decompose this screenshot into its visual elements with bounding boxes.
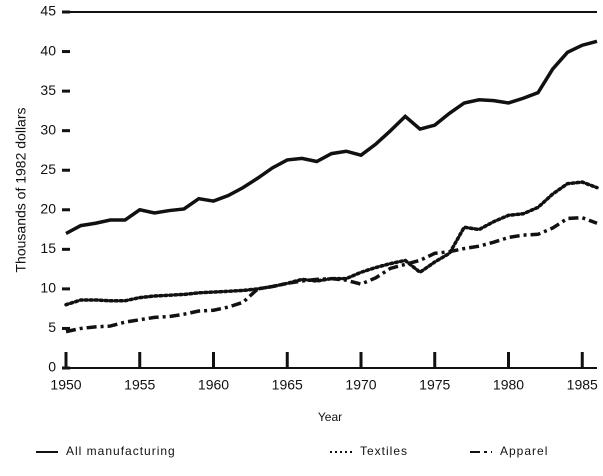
- x-tick-label: 1980: [493, 377, 524, 393]
- x-tick-label: 1985: [567, 377, 598, 393]
- x-tick-label: 1960: [198, 377, 229, 393]
- y-tick-label: 25: [40, 161, 56, 177]
- legend-label: All manufacturing: [66, 444, 176, 458]
- series-line: [64, 180, 599, 307]
- y-tick-label: 40: [40, 42, 56, 58]
- y-tick-label: 5: [48, 319, 56, 335]
- legend-label: Textiles: [360, 444, 408, 458]
- x-tick-label: 1975: [419, 377, 450, 393]
- y-axis-label: Thousands of 1982 dollars: [13, 108, 29, 273]
- y-tick-label: 10: [40, 280, 56, 296]
- y-tick-label: 30: [40, 121, 56, 137]
- y-tick-label: 15: [40, 240, 56, 256]
- x-axis-label: Year: [318, 410, 342, 424]
- x-tick-label: 1970: [345, 377, 376, 393]
- y-tick-label: 35: [40, 82, 56, 98]
- y-tick-label: 0: [48, 359, 56, 375]
- y-tick-label: 45: [40, 3, 56, 19]
- x-tick-label: 1950: [50, 377, 81, 393]
- x-tick-label: 1965: [272, 377, 303, 393]
- series-line: [65, 39, 598, 236]
- x-tick-label: 1955: [124, 377, 155, 393]
- legend-label: Apparel: [500, 444, 548, 458]
- series-line: [65, 215, 598, 334]
- y-tick-label: 20: [40, 200, 56, 216]
